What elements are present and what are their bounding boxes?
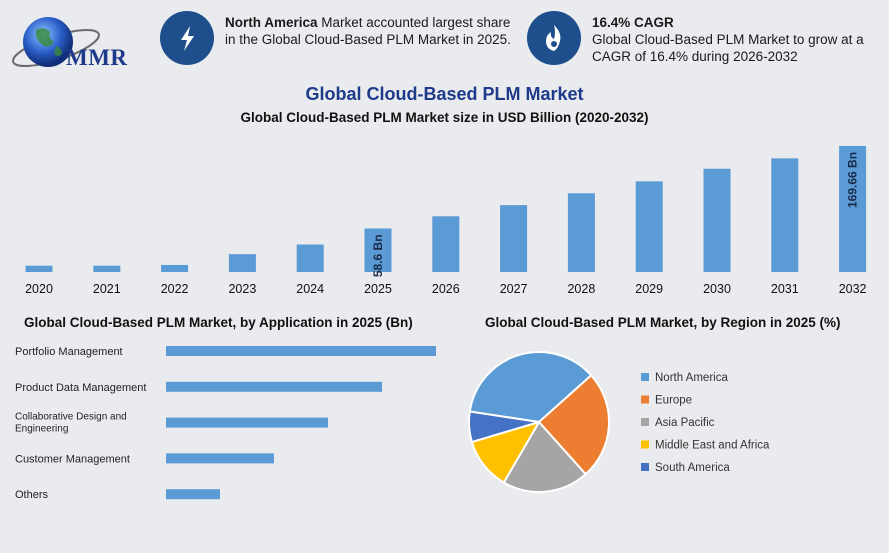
x-tick-label: 2031 [771, 282, 799, 296]
x-tick-label: 2020 [25, 282, 53, 296]
lightning-icon [160, 11, 214, 65]
bar-2028 [567, 193, 595, 272]
category-label: Collaborative Design and Engineering [15, 412, 127, 435]
hbar-collaborative-design-and-engineering [166, 417, 328, 428]
data-label: 169.66 Bn [846, 152, 860, 208]
legend-swatch [641, 395, 649, 404]
legend-label: Asia Pacific [655, 417, 715, 429]
legend-label: South America [655, 462, 730, 474]
x-tick-label: 2026 [432, 282, 460, 296]
bar-2026 [432, 216, 460, 272]
hbar-product-data-management [166, 381, 382, 392]
pie-slice-north-america [468, 351, 593, 424]
x-tick-label: 2028 [567, 282, 595, 296]
bar-2024 [296, 244, 324, 272]
legend-swatch [641, 440, 649, 449]
hbar-customer-management [166, 453, 274, 464]
category-label: Product Data Management [15, 382, 146, 394]
region-pie-chart: North America Europe Asia Pacific Middle Ea… [468, 351, 770, 493]
bar-2025 [364, 228, 392, 272]
info-card-2-text: Global Cloud-Based PLM Market to grow at… [592, 32, 864, 64]
legend-label: North America [655, 372, 728, 384]
legend-label: Europe [655, 395, 692, 407]
category-label: Others [15, 489, 49, 501]
globe-icon [12, 17, 100, 67]
market-size-bar-chart: 2020 2021 2022 2023 2024 2025 58.6 Bn 2026 2027 2… [25, 145, 867, 296]
bar-2027 [500, 205, 528, 272]
category-label: Portfolio Management [15, 346, 123, 358]
bar-2020 [25, 265, 53, 272]
x-tick-label: 2027 [500, 282, 528, 296]
data-label: 58.6 Bn [371, 234, 385, 277]
x-tick-label: 2030 [703, 282, 731, 296]
x-tick-label: 2029 [635, 282, 663, 296]
bar-chart-title: Global Cloud-Based PLM Market size in US… [240, 110, 649, 125]
x-tick-label: 2024 [296, 282, 324, 296]
bar-2022 [161, 264, 189, 272]
x-tick-label: 2021 [93, 282, 121, 296]
pie-slice-asia-pacific [502, 420, 588, 493]
info-card-2-bold: 16.4% CAGR [592, 15, 674, 30]
x-tick-label: 2032 [839, 282, 867, 296]
info-card-north-america: North America Market accounted largest s… [225, 14, 515, 48]
logo-text: MMR [66, 45, 128, 70]
hbar-others [166, 489, 220, 500]
bar-2032 [839, 145, 867, 272]
flame-icon [527, 11, 581, 65]
pie-slice-europe [537, 373, 610, 476]
legend-swatch [641, 418, 649, 426]
application-chart-title: Global Cloud-Based PLM Market, by Applic… [24, 315, 413, 330]
page-title: Global Cloud-Based PLM Market [305, 84, 584, 104]
bar-2030 [703, 168, 731, 272]
bar-2029 [635, 181, 663, 272]
pie-slice-south-america [468, 410, 540, 444]
info-card-1-bold: North America [225, 15, 318, 30]
legend-swatch [641, 373, 649, 381]
region-chart-title: Global Cloud-Based PLM Market, by Region… [485, 315, 841, 330]
legend-swatch [641, 463, 649, 471]
x-tick-label: 2022 [161, 282, 189, 296]
x-tick-label: 2025 [364, 282, 392, 296]
bar-2031 [771, 158, 799, 272]
category-label: Customer Management [15, 453, 130, 465]
application-bar-chart: Portfolio Management Product Data Managem… [15, 346, 436, 501]
mmr-logo: MMR [12, 12, 132, 76]
bar-2021 [93, 265, 121, 272]
hbar-portfolio-management [166, 346, 436, 356]
bar-2023 [228, 254, 256, 272]
info-card-cagr: 16.4% CAGR Global Cloud-Based PLM Market… [592, 14, 882, 65]
legend-label: Middle East and Africa [655, 440, 770, 452]
x-tick-label: 2023 [228, 282, 256, 296]
info-card-1-text: Market accounted largest share in the Gl… [225, 15, 511, 47]
